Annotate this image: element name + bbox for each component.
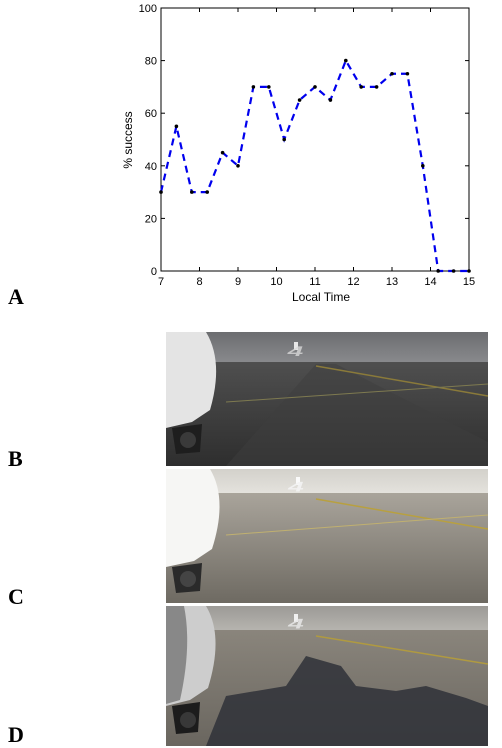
- svg-text:4: 4: [286, 479, 308, 495]
- panel-label-b: B: [8, 446, 23, 471]
- y-tick-label: 80: [145, 56, 157, 68]
- y-tick-label: 100: [139, 3, 157, 15]
- x-tick-label: 8: [196, 276, 202, 288]
- x-axis-label: Local Time: [292, 290, 350, 304]
- data-point: [421, 164, 425, 168]
- runway-photo-d: 4: [166, 606, 488, 746]
- plot-frame: [160, 7, 470, 272]
- success-rate-chart: 7 8 9 10 11 12 13 14 15 0 20 40 60 80 100 Local Time %…: [121, 3, 475, 304]
- y-tick-label: 0: [151, 266, 157, 278]
- svg-text:4: 4: [286, 616, 308, 632]
- data-point: [359, 85, 364, 89]
- chart-axes: [160, 7, 470, 272]
- x-tick-label: 11: [309, 276, 320, 288]
- data-point: [451, 269, 456, 273]
- y-axis-label: % success: [121, 111, 135, 168]
- data-point: [344, 58, 348, 63]
- data-point: [159, 190, 163, 194]
- data-point: [251, 85, 256, 89]
- data-point: [174, 124, 179, 129]
- panel-label-c: C: [8, 584, 24, 609]
- data-point: [220, 150, 225, 155]
- x-tick-label: 13: [386, 276, 398, 288]
- y-tick-label: 60: [145, 108, 157, 120]
- chart-series: [159, 58, 471, 273]
- svg-text:4: 4: [285, 343, 307, 359]
- x-tick-label: 9: [235, 276, 241, 288]
- y-tick-label: 20: [145, 213, 157, 225]
- runway-photo-c: 4: [166, 469, 488, 603]
- data-point: [405, 71, 410, 76]
- data-point: [236, 164, 240, 168]
- data-point: [436, 269, 441, 273]
- data-point: [267, 85, 271, 89]
- data-point: [190, 190, 194, 194]
- runway-photo-b: 4: [166, 332, 488, 466]
- x-tick-label: 7: [158, 276, 164, 288]
- data-point: [328, 98, 333, 102]
- chart-ticks: 7 8 9 10 11 12 13 14 15 0 20 40 60 80 100: [139, 3, 475, 288]
- data-point: [313, 85, 317, 89]
- panel-label-a: A: [8, 284, 24, 309]
- panel-label-d: D: [8, 722, 24, 747]
- x-tick-label: 10: [270, 276, 282, 288]
- x-tick-label: 12: [347, 276, 359, 288]
- data-point: [467, 269, 471, 273]
- data-point: [297, 98, 302, 102]
- data-point: [374, 85, 379, 89]
- x-tick-label: 14: [424, 276, 436, 288]
- data-point: [205, 190, 209, 194]
- data-point: [390, 71, 394, 76]
- y-tick-label: 40: [145, 161, 157, 173]
- data-point: [282, 137, 287, 142]
- x-tick-label: 15: [463, 276, 475, 288]
